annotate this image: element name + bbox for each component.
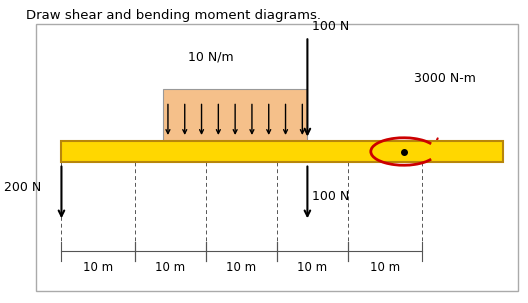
Text: 3000 N-m: 3000 N-m	[414, 72, 476, 85]
Text: Draw shear and bending moment diagrams.: Draw shear and bending moment diagrams.	[26, 9, 321, 22]
Text: 100 N: 100 N	[313, 191, 350, 203]
Text: 10 m: 10 m	[370, 261, 400, 274]
Text: 10 m: 10 m	[227, 261, 257, 274]
Text: 10 m: 10 m	[155, 261, 185, 274]
Text: 10 N/m: 10 N/m	[188, 51, 234, 64]
Text: 10 m: 10 m	[297, 261, 327, 274]
Bar	[61, 141, 503, 162]
Text: 100 N: 100 N	[313, 20, 350, 33]
Text: 10 m: 10 m	[83, 261, 114, 274]
FancyBboxPatch shape	[36, 24, 518, 291]
Text: 200 N: 200 N	[4, 181, 41, 194]
Bar	[163, 89, 307, 141]
